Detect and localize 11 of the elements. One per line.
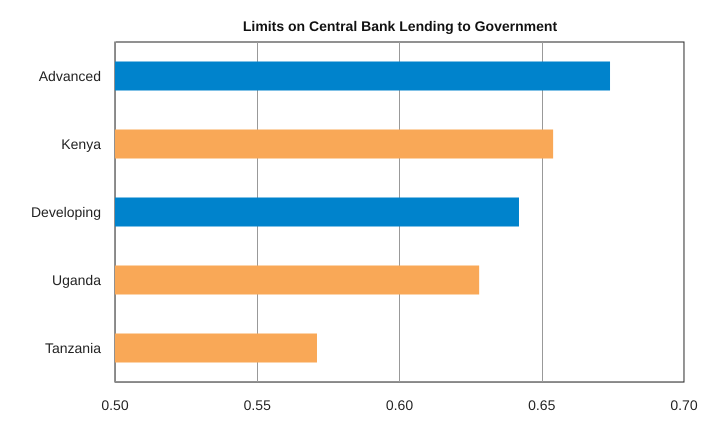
chart-title: Limits on Central Bank Lending to Government [242, 18, 558, 34]
y-tick-label: Uganda [52, 272, 102, 288]
y-tick-label: Kenya [61, 136, 102, 152]
x-tick-label: 0.55 [244, 397, 272, 413]
x-tick-label: 0.65 [528, 397, 556, 413]
x-tick-label: 0.50 [101, 397, 129, 413]
y-tick-label: Advanced [38, 68, 101, 84]
y-tick-label: Developing [30, 204, 101, 220]
y-tick-label: Tanzania [44, 340, 102, 356]
x-tick-label: 0.60 [386, 397, 414, 413]
x-tick-label: 0.70 [670, 397, 698, 413]
